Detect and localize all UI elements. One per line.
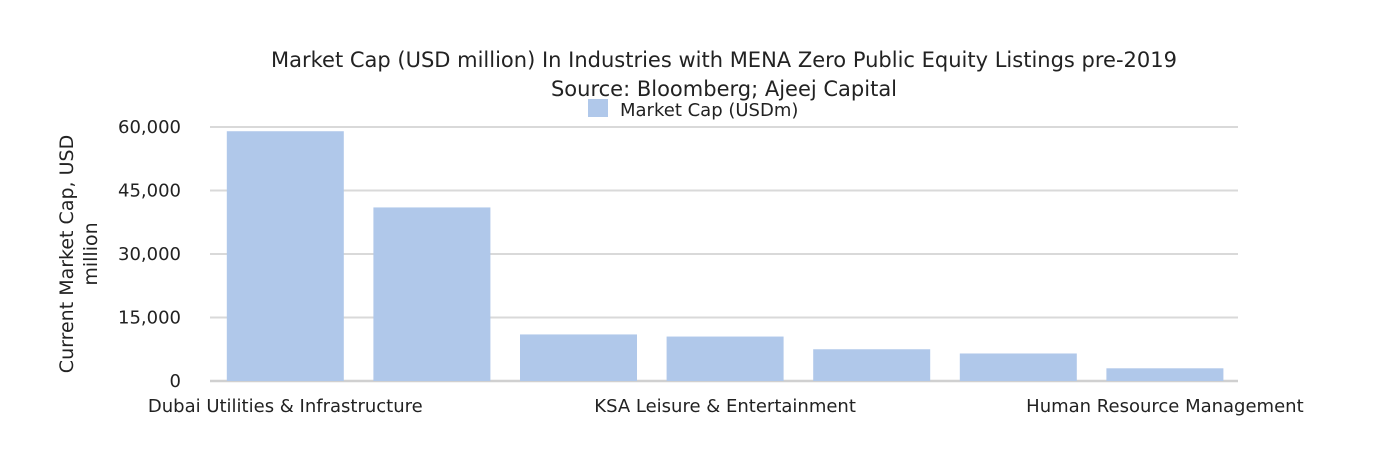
- bar: [373, 207, 491, 381]
- bar: [666, 336, 784, 381]
- y-axis-title-line2: million: [80, 222, 102, 285]
- y-axis-title: Current Market Cap, USD million: [56, 135, 102, 373]
- legend-swatch: [588, 99, 608, 117]
- chart-subtitle: Source: Bloomberg; Ajeej Capital: [551, 77, 897, 101]
- bar: [813, 349, 931, 381]
- x-tick-labels: Dubai Utilities & Infrastructure KSA Leis…: [148, 396, 1304, 417]
- bar: [520, 334, 637, 381]
- y-tick-labels: 0 15,000 30,000 45,000 60,000: [118, 117, 181, 392]
- chart-title: Market Cap (USD million) In Industries w…: [271, 48, 1177, 72]
- y-axis-title-line1: Current Market Cap, USD: [56, 135, 78, 373]
- x-tick-label: Human Resource Management: [1026, 396, 1303, 417]
- bar: [959, 353, 1077, 381]
- y-tick-label: 15,000: [118, 308, 181, 329]
- bar: [226, 131, 344, 381]
- x-tick-label: Dubai Utilities & Infrastructure: [148, 396, 423, 417]
- x-tick-label: KSA Leisure & Entertainment: [594, 396, 856, 417]
- legend-label: Market Cap (USDm): [620, 100, 798, 121]
- bar: [1106, 368, 1224, 381]
- y-tick-label: 0: [170, 371, 181, 392]
- y-tick-label: 60,000: [118, 117, 181, 138]
- y-tick-label: 30,000: [118, 244, 181, 265]
- bars: [226, 131, 1224, 381]
- legend: Market Cap (USDm): [588, 99, 798, 121]
- y-tick-label: 45,000: [118, 181, 181, 202]
